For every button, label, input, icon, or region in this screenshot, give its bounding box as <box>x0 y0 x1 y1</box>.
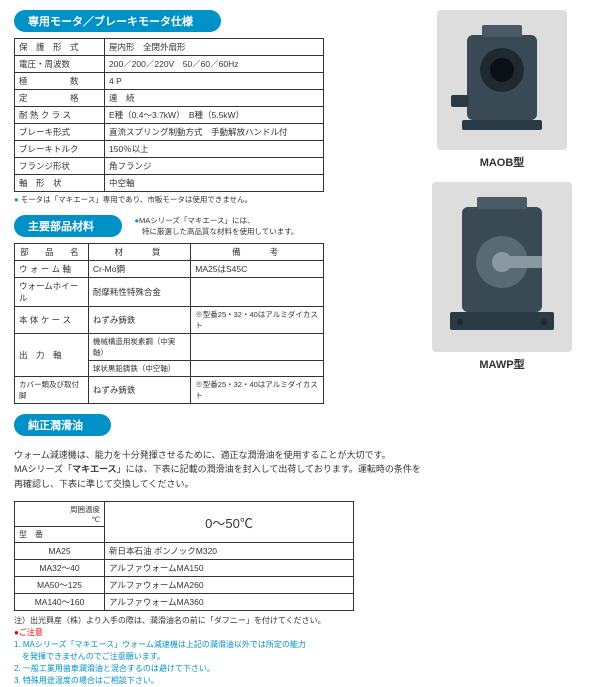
table-row: フランジ形状角フランジ <box>15 158 324 175</box>
col-name: 部 品 名 <box>15 244 89 261</box>
section-header-lubricant: 純正潤滑油 <box>14 414 111 436</box>
materials-header-note: ●MAシリーズ「マキエース」には、 特に厳選した高品質な材料を使用しています。 <box>135 215 299 237</box>
motor-spec-table: 保 護 形 式屋内形 全閉外扇形電圧・周波数200／200／220V 50／60… <box>14 38 324 192</box>
table-row: 耐 熱 ク ラ スE種（0.4～3.7kW） B種（5.5kW） <box>15 107 324 124</box>
table-row: 本 体 ケ ー ス ねずみ鋳鉄 ※型番25・32・40はアルミダイカスト <box>15 307 324 334</box>
caution-2: 2. 一般工業用歯車潤滑油と混合するのは避けて下さい。 <box>14 663 586 675</box>
caution-3: 3. 特殊用途温度の場合はご相談下さい。 <box>14 675 586 687</box>
gearbox-mawp-illustration <box>442 192 562 342</box>
motor-spec-note-text: モータは「マキエース」専用であり、市販モータは使用できません。 <box>21 195 253 204</box>
caution-label: ●ご注意 <box>14 627 586 639</box>
lubricant-description: ウォーム減速機は、能力を十分発揮させるために、適正な潤滑油を使用することが大切で… <box>14 448 586 491</box>
product-image-column: MAOB型 MAWP型 <box>422 10 582 384</box>
materials-table: 部 品 名 材 質 備 考 ウ ォ ー ム 軸 Cr-Mo鋼 MA25はS45C… <box>14 243 324 404</box>
lube-line3: 再確認し、下表に準じて交換してください。 <box>14 479 193 489</box>
table-row: MA32～40アルファウォームMA150 <box>15 560 354 577</box>
col-remark: 備 考 <box>191 244 324 261</box>
table-row: 出 力 軸 機械構造用炭素鋼（中実軸） <box>15 334 324 361</box>
mawp-label: MAWP型 <box>422 356 582 372</box>
table-row: ウ ォ ー ム 軸 Cr-Mo鋼 MA25はS45C <box>15 261 324 278</box>
table-row: MA140～160アルファウォームMA360 <box>15 594 354 611</box>
lubricant-table: 周囲温度 ℃ 0～50℃ 型 番 MA25新日本石油 ボンノックM320MA32… <box>14 501 354 611</box>
col-material: 材 質 <box>88 244 190 261</box>
model-header: 型 番 <box>15 527 105 543</box>
product-photo-maob <box>437 10 567 150</box>
table-row: 軸 形 状中空軸 <box>15 175 324 192</box>
product-photo-mawp <box>432 182 572 352</box>
temp-range-header: 0～50℃ <box>105 502 354 543</box>
lube-line2c: 」には、下表に記載の潤滑油を封入して出荷しております。運転時の条件を <box>117 464 421 474</box>
bullet-icon: ● <box>14 195 19 204</box>
table-row: カバー類及び取付脚 ねずみ鋳鉄 ※型番25・32・40はアルミダイカスト <box>15 377 324 404</box>
table-row: ブレーキトルク150％以上 <box>15 141 324 158</box>
table-row: 電圧・周波数200／200／220V 50／60／60Hz <box>15 56 324 73</box>
footnotes: 注）出光興産（株）より入手の際は、潤滑油名の前に「ダフニー」を付けてください。 … <box>14 615 586 687</box>
table-row: MA25新日本石油 ボンノックM320 <box>15 543 354 560</box>
materials-note-line1: MAシリーズ「マキエース」には、 <box>139 216 255 225</box>
lube-line1: ウォーム減速機は、能力を十分発揮させるために、適正な潤滑油を使用することが大切で… <box>14 450 391 460</box>
maob-label: MAOB型 <box>422 154 582 170</box>
gearbox-maob-illustration <box>447 20 557 140</box>
footnote-1: 注）出光興産（株）より入手の際は、潤滑油名の前に「ダフニー」を付けてください。 <box>14 615 586 627</box>
table-row: 極 数4 P <box>15 73 324 90</box>
temp-label-header: 周囲温度 ℃ <box>15 502 105 527</box>
caution-1b: を発揮できませんのでご注意願います。 <box>14 651 586 663</box>
section-header-motor-spec: 専用モータ／ブレーキモータ仕様 <box>14 10 221 32</box>
table-row: 定 格連 続 <box>15 90 324 107</box>
table-row: ウォームホイール 耐摩耗性特殊合金 <box>15 278 324 307</box>
lube-brand: マキエース <box>72 464 117 474</box>
table-row: ブレーキ形式直流スプリング制動方式 手動解放ハンドル付 <box>15 124 324 141</box>
materials-note-line2: 特に厳選した高品質な材料を使用しています。 <box>142 227 299 236</box>
section-header-materials: 主要部品材料 <box>14 215 122 237</box>
table-row: MA50～125アルファウォームMA260 <box>15 577 354 594</box>
table-row: 保 護 形 式屋内形 全閉外扇形 <box>15 39 324 56</box>
lube-line2a: MAシリーズ「 <box>14 464 72 474</box>
caution-1a: 1. MAシリーズ「マキエース」ウォーム減速機は上記の潤滑油以外では所定の能力 <box>14 639 586 651</box>
